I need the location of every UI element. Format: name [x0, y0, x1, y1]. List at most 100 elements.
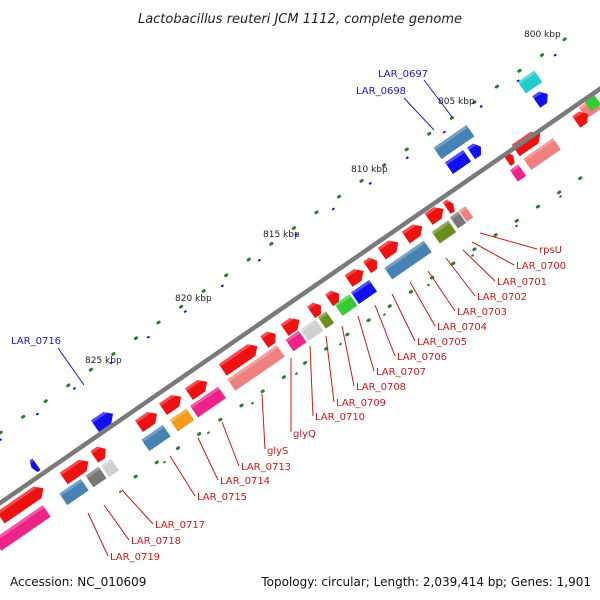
- tick-label-800: 800 kbp: [524, 30, 561, 40]
- gene-label-lar0703[interactable]: LAR_0703: [457, 307, 507, 318]
- gene-feature-16[interactable]: [424, 203, 448, 225]
- leader-line-19: [197, 437, 219, 481]
- gene-label-lar0715[interactable]: LAR_0715: [197, 492, 247, 503]
- map-title: Lactobacillus reuteri JCM 1112, complete…: [138, 12, 462, 27]
- label-leader-lines: [57, 79, 538, 557]
- gene-feature-6[interactable]: [184, 376, 211, 401]
- leader-line-20: [169, 455, 196, 497]
- gene-label-lar0705[interactable]: LAR_0705: [417, 337, 467, 348]
- gene-feature-37[interactable]: [523, 138, 561, 170]
- gene-feature-21[interactable]: [59, 478, 89, 506]
- leader-line-5: [471, 241, 515, 266]
- leader-line-9: [409, 281, 436, 327]
- leader-line-13: [341, 325, 355, 387]
- leader-line-3: [57, 347, 85, 386]
- gene-feature-46[interactable]: [27, 458, 41, 474]
- gene-feature-27[interactable]: [227, 345, 285, 391]
- leader-line-14: [325, 335, 335, 403]
- gene-feature-29[interactable]: [300, 319, 324, 341]
- gene-feature-10[interactable]: [307, 300, 325, 319]
- gene-feature-25[interactable]: [169, 408, 195, 432]
- backbone-line: [0, 86, 600, 506]
- gene-feature-35[interactable]: [449, 211, 467, 229]
- gene-label-lar0698[interactable]: LAR_0698: [356, 86, 406, 97]
- gene-label-lar0713[interactable]: LAR_0713: [241, 462, 291, 473]
- gene-feature-23[interactable]: [101, 458, 119, 478]
- gene-feature-40[interactable]: [433, 124, 475, 160]
- gene-label-lar0719[interactable]: LAR_0719: [110, 552, 160, 563]
- gene-feature-38[interactable]: [509, 164, 527, 182]
- gene-feature-20[interactable]: [0, 505, 51, 551]
- gene-label-lar0718[interactable]: LAR_0718: [131, 536, 181, 547]
- tick-label-825: 825 kbp: [85, 356, 122, 366]
- gene-label-lar0717[interactable]: LAR_0717: [155, 520, 205, 531]
- gene-label-glys[interactable]: glyS: [267, 446, 288, 457]
- gene-label-lar0700[interactable]: LAR_0700: [516, 261, 566, 272]
- gene-feature-13[interactable]: [363, 255, 381, 274]
- gene-feature-45[interactable]: [90, 408, 117, 433]
- gene-feature-30[interactable]: [317, 311, 335, 329]
- gene-label-lar0704[interactable]: LAR_0704: [437, 322, 487, 333]
- gene-feature-26[interactable]: [190, 386, 226, 418]
- gene-feature-31[interactable]: [334, 294, 358, 316]
- gene-feature-15[interactable]: [401, 221, 426, 244]
- gene-feature-7[interactable]: [218, 340, 262, 376]
- gene-feature-22[interactable]: [85, 466, 107, 488]
- gene-feature-36[interactable]: [458, 205, 474, 223]
- gene-label-lar0716[interactable]: LAR_0716: [11, 336, 61, 347]
- leader-line-17: [261, 393, 266, 450]
- gene-label-lar0697[interactable]: LAR_0697: [378, 69, 428, 80]
- gene-feature-14[interactable]: [377, 237, 402, 260]
- gene-feature-5[interactable]: [158, 391, 185, 416]
- gene-feature-44[interactable]: [532, 88, 551, 108]
- leader-line-18: [221, 421, 240, 467]
- leader-line-8: [427, 270, 456, 312]
- gene-label-lar0714[interactable]: LAR_0714: [220, 476, 270, 487]
- gene-feature-28[interactable]: [285, 330, 307, 352]
- gene-feature-24[interactable]: [141, 424, 171, 452]
- leader-line-1: [423, 79, 453, 118]
- tick-labels: 800 kbp 805 kbp 810 kbp 815 kbp 820 kbp …: [85, 30, 561, 366]
- tick-label-805: 805 kbp: [438, 97, 475, 107]
- gene-label-lar0706[interactable]: LAR_0706: [397, 352, 447, 363]
- gene-label-lar0709[interactable]: LAR_0709: [336, 398, 386, 409]
- leader-line-23: [87, 512, 109, 557]
- gene-feature-32[interactable]: [350, 279, 378, 305]
- gene-feature-42[interactable]: [467, 141, 485, 160]
- leader-line-4: [479, 232, 538, 250]
- leader-line-6: [462, 249, 496, 282]
- tick-label-810: 810 kbp: [351, 165, 388, 175]
- gene-feature-43[interactable]: [517, 70, 543, 94]
- gene-feature-2[interactable]: [59, 456, 93, 485]
- gene-feature-4[interactable]: [134, 408, 161, 433]
- tick-label-820: 820 kbp: [175, 294, 212, 304]
- gene-feature-47[interactable]: [572, 108, 591, 128]
- dotted-guides: [0, 28, 600, 493]
- gene-feature-9[interactable]: [280, 314, 304, 336]
- leader-line-2: [403, 97, 435, 131]
- gene-feature-12[interactable]: [344, 265, 368, 287]
- gene-label-lar0707[interactable]: LAR_0707: [376, 367, 426, 378]
- dotted-guide-3: [133, 163, 600, 479]
- leader-line-15: [309, 345, 314, 417]
- gene-label-lar0702[interactable]: LAR_0702: [477, 292, 527, 303]
- gene-feature-1[interactable]: [0, 482, 47, 524]
- gene-label-lar0708[interactable]: LAR_0708: [356, 382, 406, 393]
- gene-feature-11[interactable]: [325, 288, 343, 307]
- gene-feature-3[interactable]: [90, 443, 109, 463]
- leader-line-7: [445, 257, 476, 297]
- gene-label-glyq[interactable]: glyQ: [293, 429, 316, 440]
- leader-line-10: [391, 293, 416, 342]
- gene-feature-41[interactable]: [444, 149, 472, 175]
- gene-feature-17[interactable]: [442, 198, 458, 215]
- gene-label-lar0701[interactable]: LAR_0701: [497, 277, 547, 288]
- gene-label-rpsu[interactable]: rpsU: [539, 245, 562, 256]
- genome-summary-text: Topology: circular; Length: 2,039,414 bp…: [260, 575, 591, 589]
- leader-line-21: [121, 489, 154, 525]
- gene-label-lar0710[interactable]: LAR_0710: [315, 412, 365, 423]
- gene-feature-8[interactable]: [260, 328, 279, 348]
- gene-feature-34[interactable]: [431, 220, 457, 244]
- leader-line-11: [374, 304, 396, 357]
- gene-feature-33[interactable]: [384, 240, 432, 280]
